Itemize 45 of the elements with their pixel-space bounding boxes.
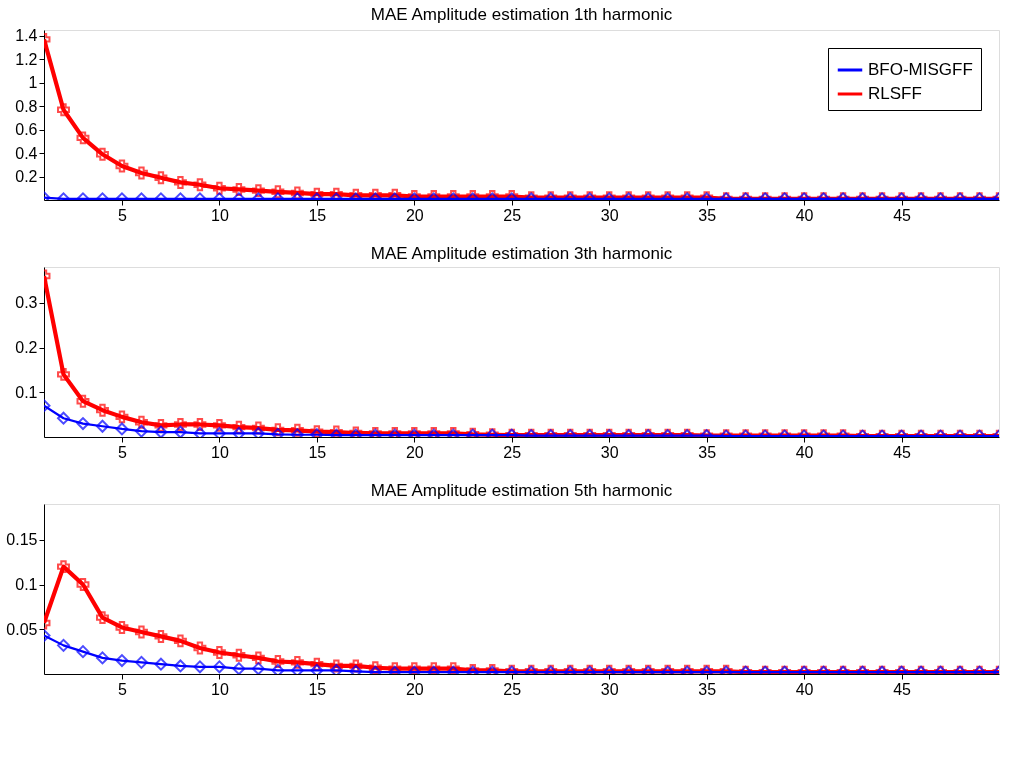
- x-tick-label: 5: [118, 680, 128, 698]
- x-tick-label: 45: [893, 443, 912, 461]
- y-tick-label: 0.15: [6, 531, 38, 549]
- x-tick-label: 15: [308, 206, 327, 224]
- y-tick-label: 0.6: [15, 121, 38, 139]
- x-tick-label: 30: [600, 443, 619, 461]
- chart-title: MAE Amplitude estimation 1th harmonic: [370, 4, 673, 24]
- x-tick-label: 30: [600, 680, 619, 698]
- legend-label: RLSFF: [868, 84, 922, 103]
- y-tick-label: 1.2: [15, 50, 38, 68]
- y-tick-label: 0.4: [15, 144, 38, 162]
- x-tick-label: 30: [600, 206, 619, 224]
- chart-title: MAE Amplitude estimation 3th harmonic: [370, 244, 673, 263]
- x-tick-label: 20: [405, 443, 424, 461]
- x-tick-label: 10: [211, 206, 229, 224]
- x-tick-label: 40: [795, 680, 814, 698]
- y-tick-label: 0.2: [15, 168, 38, 186]
- x-tick-label: 25: [503, 680, 522, 698]
- y-tick-label: 0.3: [15, 294, 38, 312]
- x-tick-label: 35: [698, 206, 717, 224]
- x-tick-label: 35: [698, 443, 717, 461]
- x-tick-label: 10: [211, 680, 229, 698]
- x-tick-label: 10: [211, 443, 229, 461]
- legend-label: BFO-MISGFF: [868, 60, 973, 79]
- y-tick-label: 0.05: [6, 620, 38, 638]
- x-tick-label: 5: [118, 443, 128, 461]
- x-tick-label: 15: [308, 680, 327, 698]
- y-tick-label: 1.4: [15, 27, 38, 45]
- x-tick-label: 35: [698, 680, 717, 698]
- x-tick-label: 40: [795, 206, 814, 224]
- y-tick-label: 1: [28, 74, 38, 92]
- x-tick-label: 5: [118, 206, 128, 224]
- y-tick-label: 0.1: [15, 383, 38, 401]
- y-tick-label: 0.2: [15, 339, 38, 357]
- y-tick-label: 0.8: [15, 97, 38, 115]
- x-tick-label: 25: [503, 206, 522, 224]
- x-tick-label: 25: [503, 443, 522, 461]
- x-tick-label: 40: [795, 443, 814, 461]
- x-tick-label: 20: [405, 206, 424, 224]
- y-tick-label: 0.1: [15, 576, 38, 594]
- x-tick-label: 45: [893, 680, 912, 698]
- chart-title: MAE Amplitude estimation 5th harmonic: [370, 481, 673, 500]
- x-tick-label: 45: [893, 206, 912, 224]
- x-tick-label: 15: [308, 443, 327, 461]
- x-tick-label: 20: [405, 680, 424, 698]
